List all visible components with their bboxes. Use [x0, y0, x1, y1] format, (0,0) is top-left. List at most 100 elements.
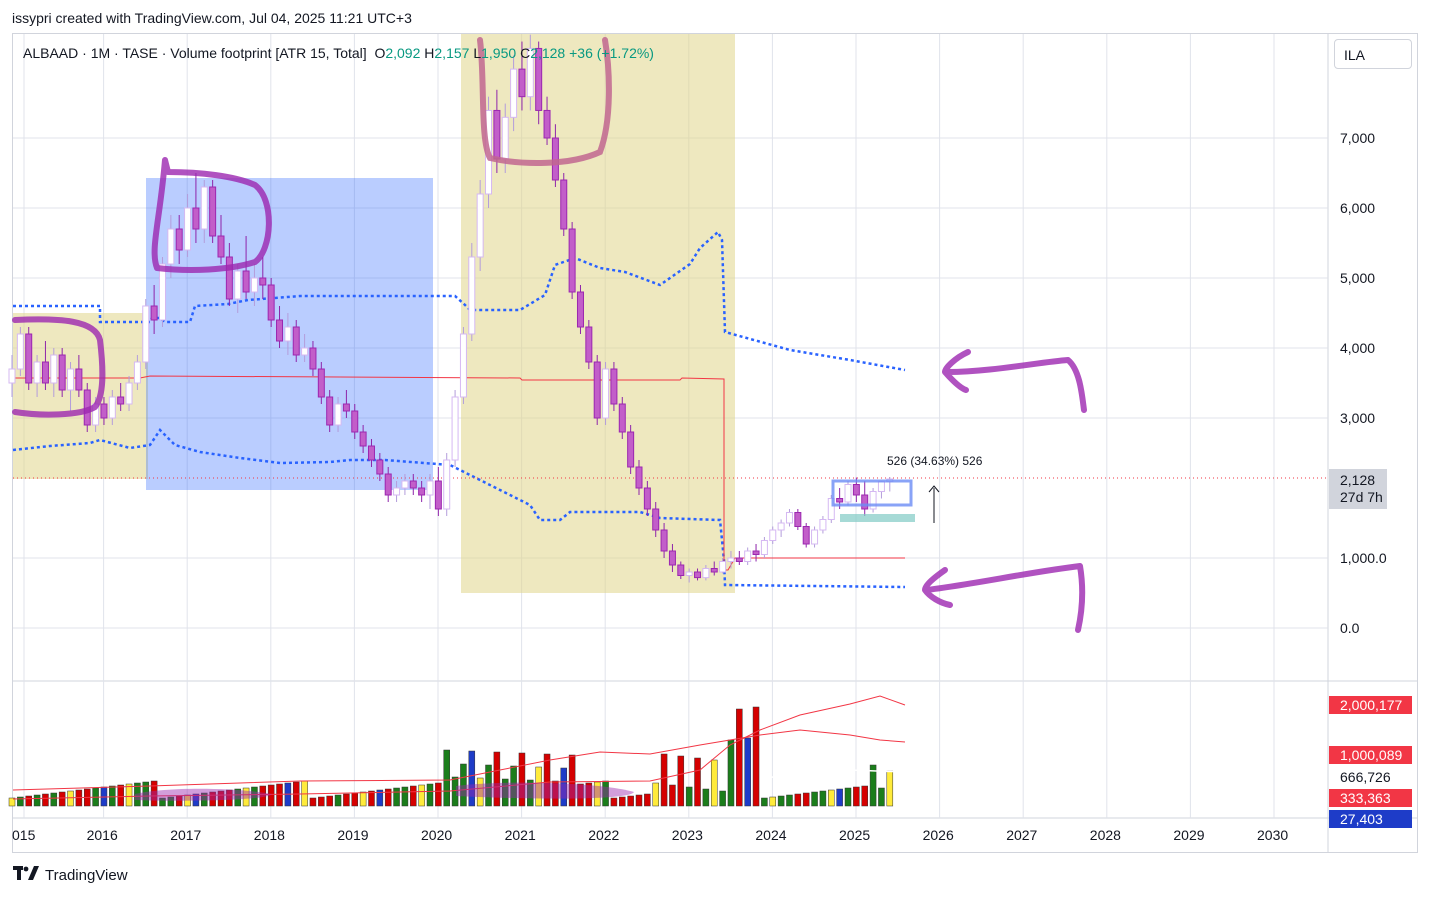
volume-highlight-2017 — [135, 788, 272, 801]
marker-annotations: 526 (34.63%) 526 — [12, 37, 1087, 801]
volume-bar — [468, 750, 476, 807]
marker-top-2021 — [477, 37, 612, 166]
volume-bar — [869, 764, 877, 807]
volume-bar — [125, 783, 133, 807]
volume-band-mid — [12, 729, 906, 791]
volume-bar — [702, 788, 710, 807]
candle-body — [677, 564, 685, 576]
high-value: 2,157 — [434, 45, 470, 61]
volume-bar — [309, 797, 317, 807]
volume-bar — [669, 784, 676, 807]
arrow-lower-right — [922, 563, 1086, 633]
candle-body — [158, 263, 166, 321]
candle-body — [752, 550, 760, 555]
volume-bar — [42, 793, 49, 807]
volume-bar — [25, 795, 32, 807]
candle-body — [234, 270, 242, 300]
candle-body — [16, 333, 24, 370]
candle-body — [459, 333, 467, 398]
countdown-value: 27d 7h — [1340, 489, 1383, 505]
candle-body — [501, 116, 509, 160]
candle-body — [292, 326, 300, 356]
volume-bar — [410, 785, 417, 807]
high-label: H — [424, 45, 435, 61]
volume-bar — [627, 795, 634, 807]
volume-tag-value: 666,726 — [1340, 769, 1391, 785]
y-tick-label: 0.0 — [1340, 620, 1360, 636]
last-price-value: 2,128 — [1340, 472, 1375, 488]
volume-band-upper — [12, 695, 906, 800]
volume-bar — [769, 796, 777, 807]
low-label: L — [473, 45, 482, 61]
candle-body — [635, 466, 643, 489]
candle-body — [861, 494, 869, 510]
candle-body — [334, 403, 342, 426]
candle-body — [142, 305, 150, 363]
volume-bar — [802, 792, 810, 807]
volume-bar — [259, 785, 267, 807]
candle-body — [769, 529, 777, 541]
volume-bar — [435, 782, 442, 807]
candle-body — [551, 137, 559, 181]
candle-body — [451, 396, 459, 461]
symbol-legend[interactable]: ALBAAD · 1M · TASE · Volume footprint [A… — [23, 45, 654, 61]
candle-body — [184, 207, 192, 251]
candle-body — [618, 403, 626, 433]
footer-brand-text: TradingView — [45, 866, 128, 884]
x-tick-label: 2026 — [923, 827, 954, 843]
volume-bar — [451, 776, 459, 807]
volume-tag-value: 2,000,177 — [1340, 697, 1402, 713]
volume-bar — [535, 766, 542, 807]
candle-body — [585, 326, 593, 363]
candle-body — [727, 557, 735, 562]
candle-body — [8, 368, 16, 384]
volume-bar — [660, 753, 668, 807]
candle-body — [643, 487, 651, 510]
x-tick-label: 2023 — [672, 827, 703, 843]
volume-bar — [861, 785, 868, 807]
candle-body — [510, 68, 518, 118]
axes: 7,000 6,000 5,000 4,000 3,000 1,000.0 0.0 015 20… — [12, 130, 1387, 843]
tradingview-logo-icon — [13, 866, 39, 884]
volume-bar — [443, 749, 450, 807]
volume-bar — [376, 789, 384, 807]
marker-d-2017 — [151, 157, 272, 273]
volume-bar — [677, 755, 685, 807]
volume-bar — [267, 784, 275, 807]
currency-selector[interactable]: ILA — [1334, 39, 1412, 69]
candle-body — [33, 361, 41, 384]
poc-line — [13, 375, 905, 571]
candle-body — [384, 473, 392, 496]
volume-bar — [401, 786, 409, 807]
candle-body — [568, 228, 576, 293]
volume-bar — [501, 778, 509, 807]
volume-bar — [167, 796, 175, 807]
candle-body — [117, 396, 125, 405]
candle-body — [309, 347, 317, 370]
x-tick-label: 2018 — [254, 827, 285, 843]
volume-ma — [759, 769, 906, 779]
x-tick-label: 2024 — [755, 827, 786, 843]
volume-bar — [828, 789, 835, 807]
candle-body — [518, 68, 526, 98]
volume-bars — [8, 695, 906, 807]
volume-bar — [226, 789, 233, 807]
volume-bar — [150, 780, 158, 807]
candle-body — [852, 484, 860, 496]
candle-body — [543, 109, 551, 139]
volume-bar — [543, 753, 551, 807]
change-value: +36 (+1.72%) — [569, 45, 654, 61]
candle-body — [685, 571, 693, 576]
volume-tag — [1329, 746, 1412, 764]
volume-bar — [727, 739, 735, 807]
chart-frame[interactable] — [12, 33, 1418, 853]
x-tick-label: 2025 — [839, 827, 870, 843]
candle-body — [342, 403, 350, 412]
volume-bar — [819, 790, 827, 807]
last-price-tag — [1329, 469, 1387, 509]
volume-bar — [109, 785, 116, 807]
x-tick-label: 2029 — [1173, 827, 1204, 843]
y-tick-label: 4,000 — [1340, 340, 1375, 356]
candle-body — [836, 498, 844, 503]
